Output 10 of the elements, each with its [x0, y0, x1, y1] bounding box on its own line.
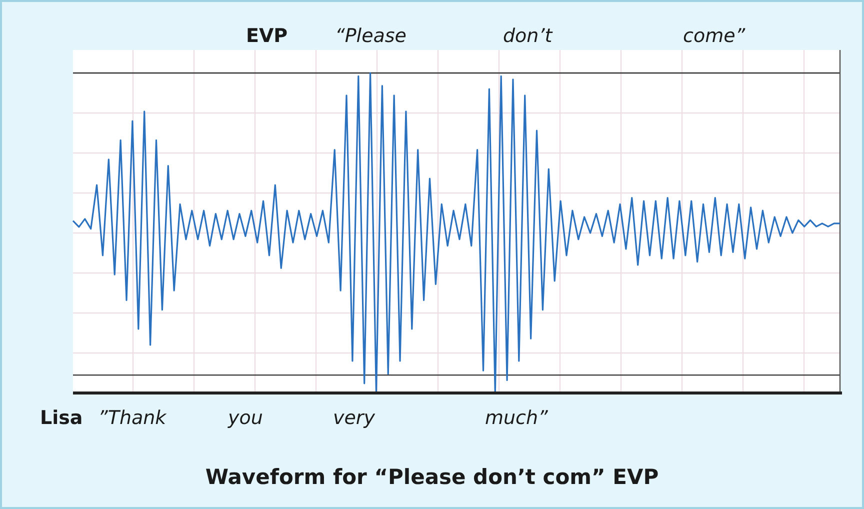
text: “Please [335, 25, 407, 47]
text: very [333, 407, 376, 429]
text: don’t [503, 25, 554, 47]
text: EVP [246, 25, 288, 47]
text: Lisa [40, 407, 83, 429]
text: much” [485, 407, 548, 429]
text: ”Thank [98, 407, 168, 429]
text: you [227, 407, 263, 429]
text: come” [683, 25, 746, 47]
text: Waveform for “Please don’t com” EVP [205, 465, 659, 489]
